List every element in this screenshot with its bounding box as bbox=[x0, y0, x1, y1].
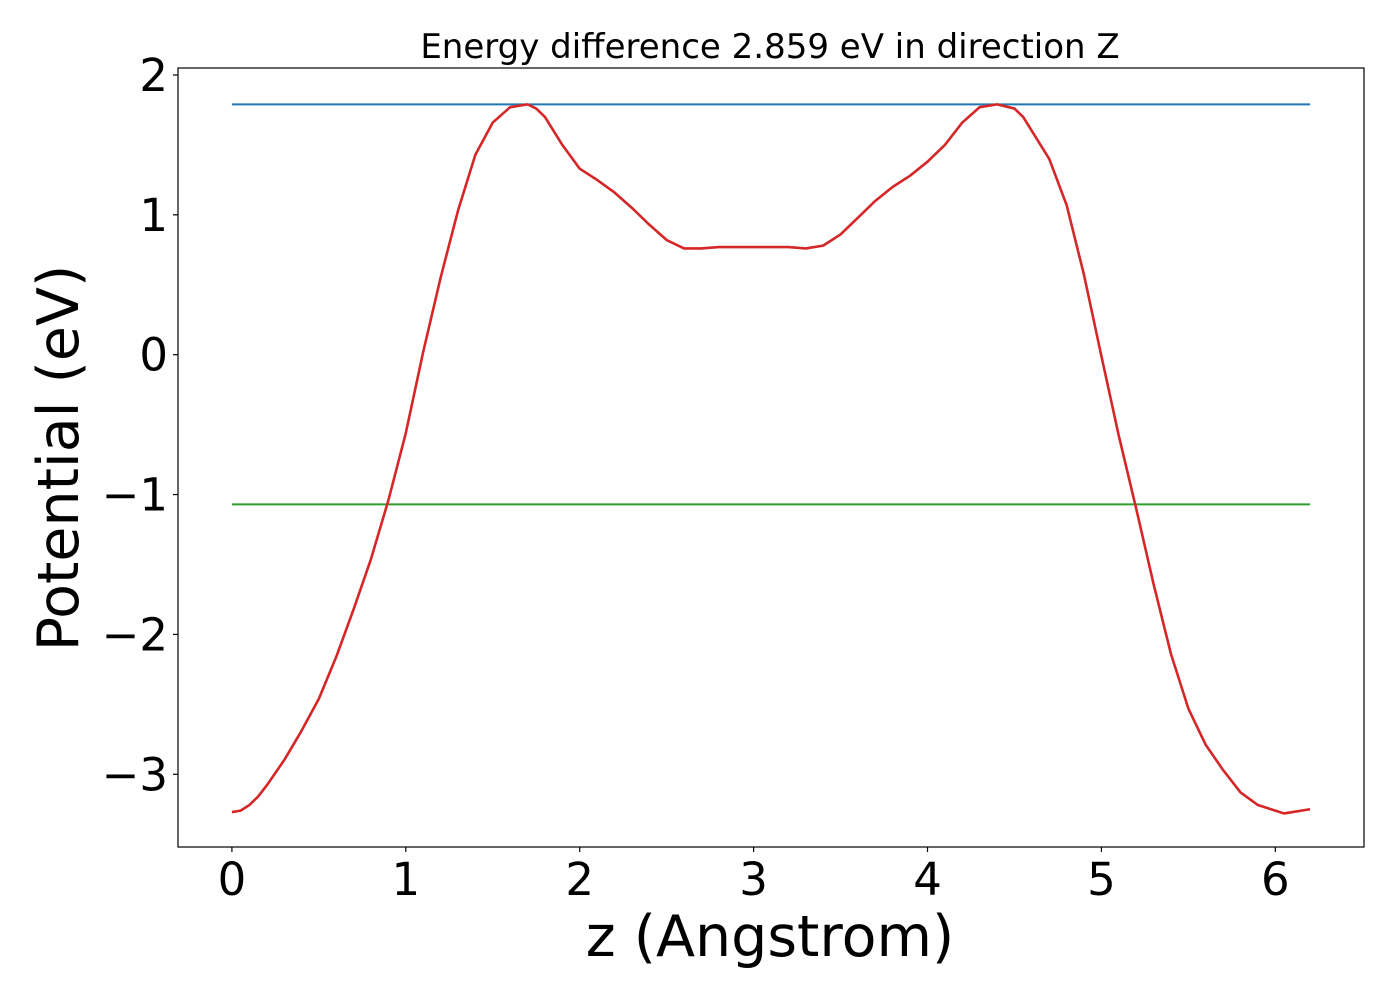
x-tick-label: 0 bbox=[218, 853, 247, 906]
y-axis: −3 −2 −1 0 1 2 bbox=[102, 49, 178, 801]
x-tick-label: 4 bbox=[913, 853, 942, 906]
y-tick-label: −3 bbox=[102, 748, 168, 801]
x-axis-title: z (Angstrom) bbox=[586, 904, 954, 970]
y-tick-label: 1 bbox=[139, 189, 168, 242]
series-line-potential bbox=[231, 103, 1311, 815]
y-tick-label: 0 bbox=[139, 329, 168, 382]
x-axis: 0 1 2 3 4 5 6 bbox=[218, 847, 1290, 906]
x-tick-label: 1 bbox=[391, 853, 420, 906]
chart-title: Energy difference 2.859 eV in direction … bbox=[420, 27, 1119, 67]
x-tick-label: 5 bbox=[1087, 853, 1116, 906]
y-tick-label: −1 bbox=[102, 469, 168, 522]
x-tick-label: 2 bbox=[565, 853, 594, 906]
x-tick-label: 3 bbox=[739, 853, 768, 906]
y-tick-label: −2 bbox=[102, 608, 168, 661]
y-axis-title: Potential (eV) bbox=[26, 265, 92, 651]
x-tick-label: 6 bbox=[1261, 853, 1290, 906]
series-layer bbox=[231, 103, 1311, 815]
y-tick-label: 2 bbox=[139, 49, 168, 102]
plot-frame bbox=[177, 67, 1365, 848]
